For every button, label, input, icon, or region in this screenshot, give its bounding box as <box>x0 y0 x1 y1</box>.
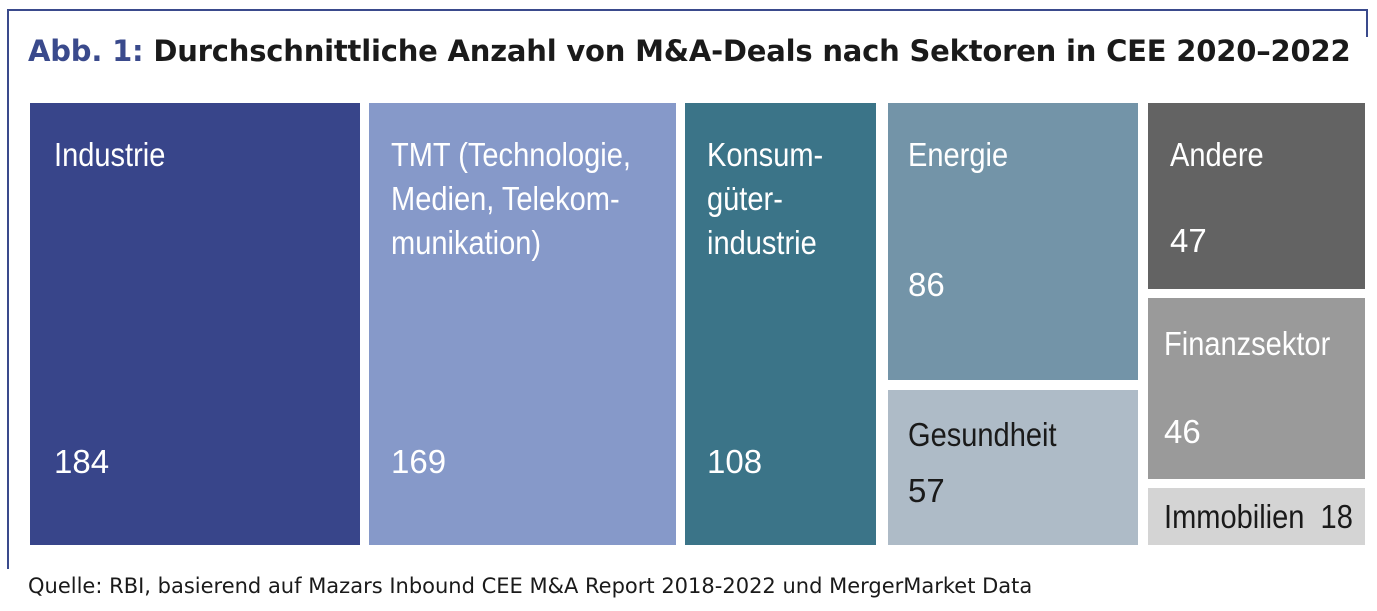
tile-finanzsektor: Finanzsektor 46 <box>1148 298 1365 479</box>
chart-title-text: Durchschnittliche Anzahl von M&A-Deals n… <box>153 34 1351 68</box>
chart-title: Abb. 1: Durchschnittliche Anzahl von M&A… <box>28 34 1351 68</box>
tile-label-konsumgueter: Konsum- güter- industrie <box>707 133 823 265</box>
tile-value-industrie: 184 <box>54 443 110 480</box>
frame-left-border <box>7 9 9 569</box>
tile-label-tmt: TMT (Technologie, Medien, Telekom- munik… <box>391 133 631 265</box>
tile-label-tmt-line3: munikation) <box>391 224 542 261</box>
tile-andere: Andere 47 <box>1148 103 1365 289</box>
tile-industrie: Industrie 184 <box>30 103 360 545</box>
figure-number: Abb. 1: <box>28 34 144 68</box>
tile-label-industrie: Industrie <box>54 136 166 173</box>
tile-energie: Energie 86 <box>888 103 1138 380</box>
tile-konsumgueter: Konsum- güter- industrie 108 <box>685 103 876 545</box>
tile-label-immobilien: Immobilien 18 <box>1164 495 1353 539</box>
tile-value-finanzsektor: 46 <box>1164 413 1201 450</box>
frame-right-border <box>1366 9 1368 37</box>
frame-top-border <box>7 9 1368 11</box>
tile-label-konsum-line1: Konsum- <box>707 136 824 173</box>
tile-label-finanzsektor: Finanzsektor <box>1164 325 1331 362</box>
tile-label-immobilien-text: Immobilien <box>1164 498 1305 535</box>
tile-label-andere: Andere <box>1170 136 1264 173</box>
tile-value-andere: 47 <box>1170 222 1207 259</box>
tile-tmt: TMT (Technologie, Medien, Telekom- munik… <box>369 103 676 545</box>
tile-immobilien: Immobilien 18 <box>1148 488 1365 545</box>
tile-value-immobilien: 18 <box>1320 498 1353 535</box>
tile-gesundheit: Gesundheit 57 <box>888 390 1138 545</box>
tile-label-tmt-line1: TMT (Technologie, <box>391 136 631 173</box>
tile-value-konsumgueter: 108 <box>707 443 763 480</box>
tile-value-tmt: 169 <box>391 443 447 480</box>
tile-label-konsum-line3: industrie <box>707 224 817 261</box>
source-note: Quelle: RBI, basierend auf Mazars Inboun… <box>28 574 1033 598</box>
tile-label-konsum-line2: güter- <box>707 180 783 217</box>
tile-value-energie: 86 <box>908 266 945 303</box>
tile-value-gesundheit: 57 <box>908 472 945 509</box>
tile-label-tmt-line2: Medien, Telekom- <box>391 180 620 217</box>
tile-label-energie: Energie <box>908 136 1009 173</box>
tile-label-gesundheit: Gesundheit <box>908 416 1057 453</box>
